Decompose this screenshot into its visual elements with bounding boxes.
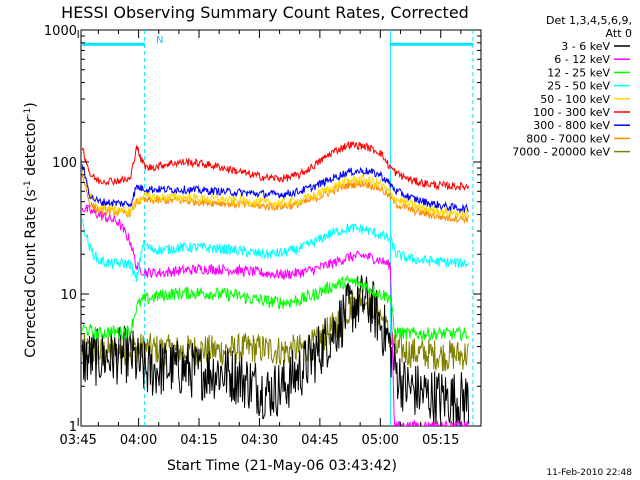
time-markers: [82, 30, 474, 426]
plot-frame: [80, 29, 482, 427]
y-tick-label-2: 100: [52, 156, 77, 171]
series-line-0: [81, 275, 470, 426]
chart-title: HESSI Observing Summary Count Rates, Cor…: [61, 3, 469, 22]
legend-header-detectors: Det 1,3,4,5,6,9,: [546, 14, 632, 27]
legend-header-attenuator: Att 0: [606, 27, 632, 40]
series-line-2: [81, 275, 470, 342]
legend-label-4: 50 - 100 keV: [540, 93, 610, 106]
x-tick-label-3: 04:30: [241, 433, 278, 448]
series-layer: [81, 140, 470, 426]
series-line-6: [81, 164, 469, 214]
series-line-4: [81, 168, 470, 219]
series-line-1: [81, 204, 470, 426]
series-line-5: [81, 140, 470, 192]
legend-label-5: 100 - 300 keV: [533, 106, 610, 119]
flag-label: N: [156, 35, 163, 46]
x-tick-label-2: 04:15: [180, 433, 217, 448]
legend-label-3: 25 - 50 keV: [547, 80, 610, 93]
x-tick-label-1: 04:00: [120, 433, 157, 448]
series-line-7: [81, 175, 470, 225]
y-tick-label-0: 1: [69, 420, 77, 435]
series-line-8: [81, 287, 470, 372]
axes-layer: 03:45 04:00 04:15 04:30 04:45 05:00 05:15 1 10 10…: [44, 24, 481, 448]
legend-label-0: 3 - 6 keV: [561, 40, 610, 53]
y-tick-label-3: 1000: [44, 24, 77, 39]
series-line-3: [81, 219, 470, 282]
y-tick-label-1: 10: [60, 288, 77, 303]
x-axis-label: Start Time (21-May-06 03:43:42): [167, 458, 397, 474]
timestamp: 11-Feb-2010 22:48: [546, 468, 632, 478]
x-tick-label-5: 05:00: [362, 433, 399, 448]
legend-label-8: 7000 - 20000 keV: [512, 146, 610, 159]
legend-label-7: 800 - 7000 keV: [526, 132, 610, 145]
legend-label-6: 300 - 800 keV: [533, 119, 610, 132]
x-tick-label-4: 04:45: [301, 433, 338, 448]
x-tick-label-6: 05:15: [422, 433, 459, 448]
legend-label-1: 6 - 12 keV: [554, 53, 610, 66]
x-tick-label-0: 03:45: [59, 433, 96, 448]
y-axis-label: Corrected Count Rate (s-1 detector-1): [23, 102, 39, 357]
legend-label-2: 12 - 25 keV: [547, 66, 610, 79]
